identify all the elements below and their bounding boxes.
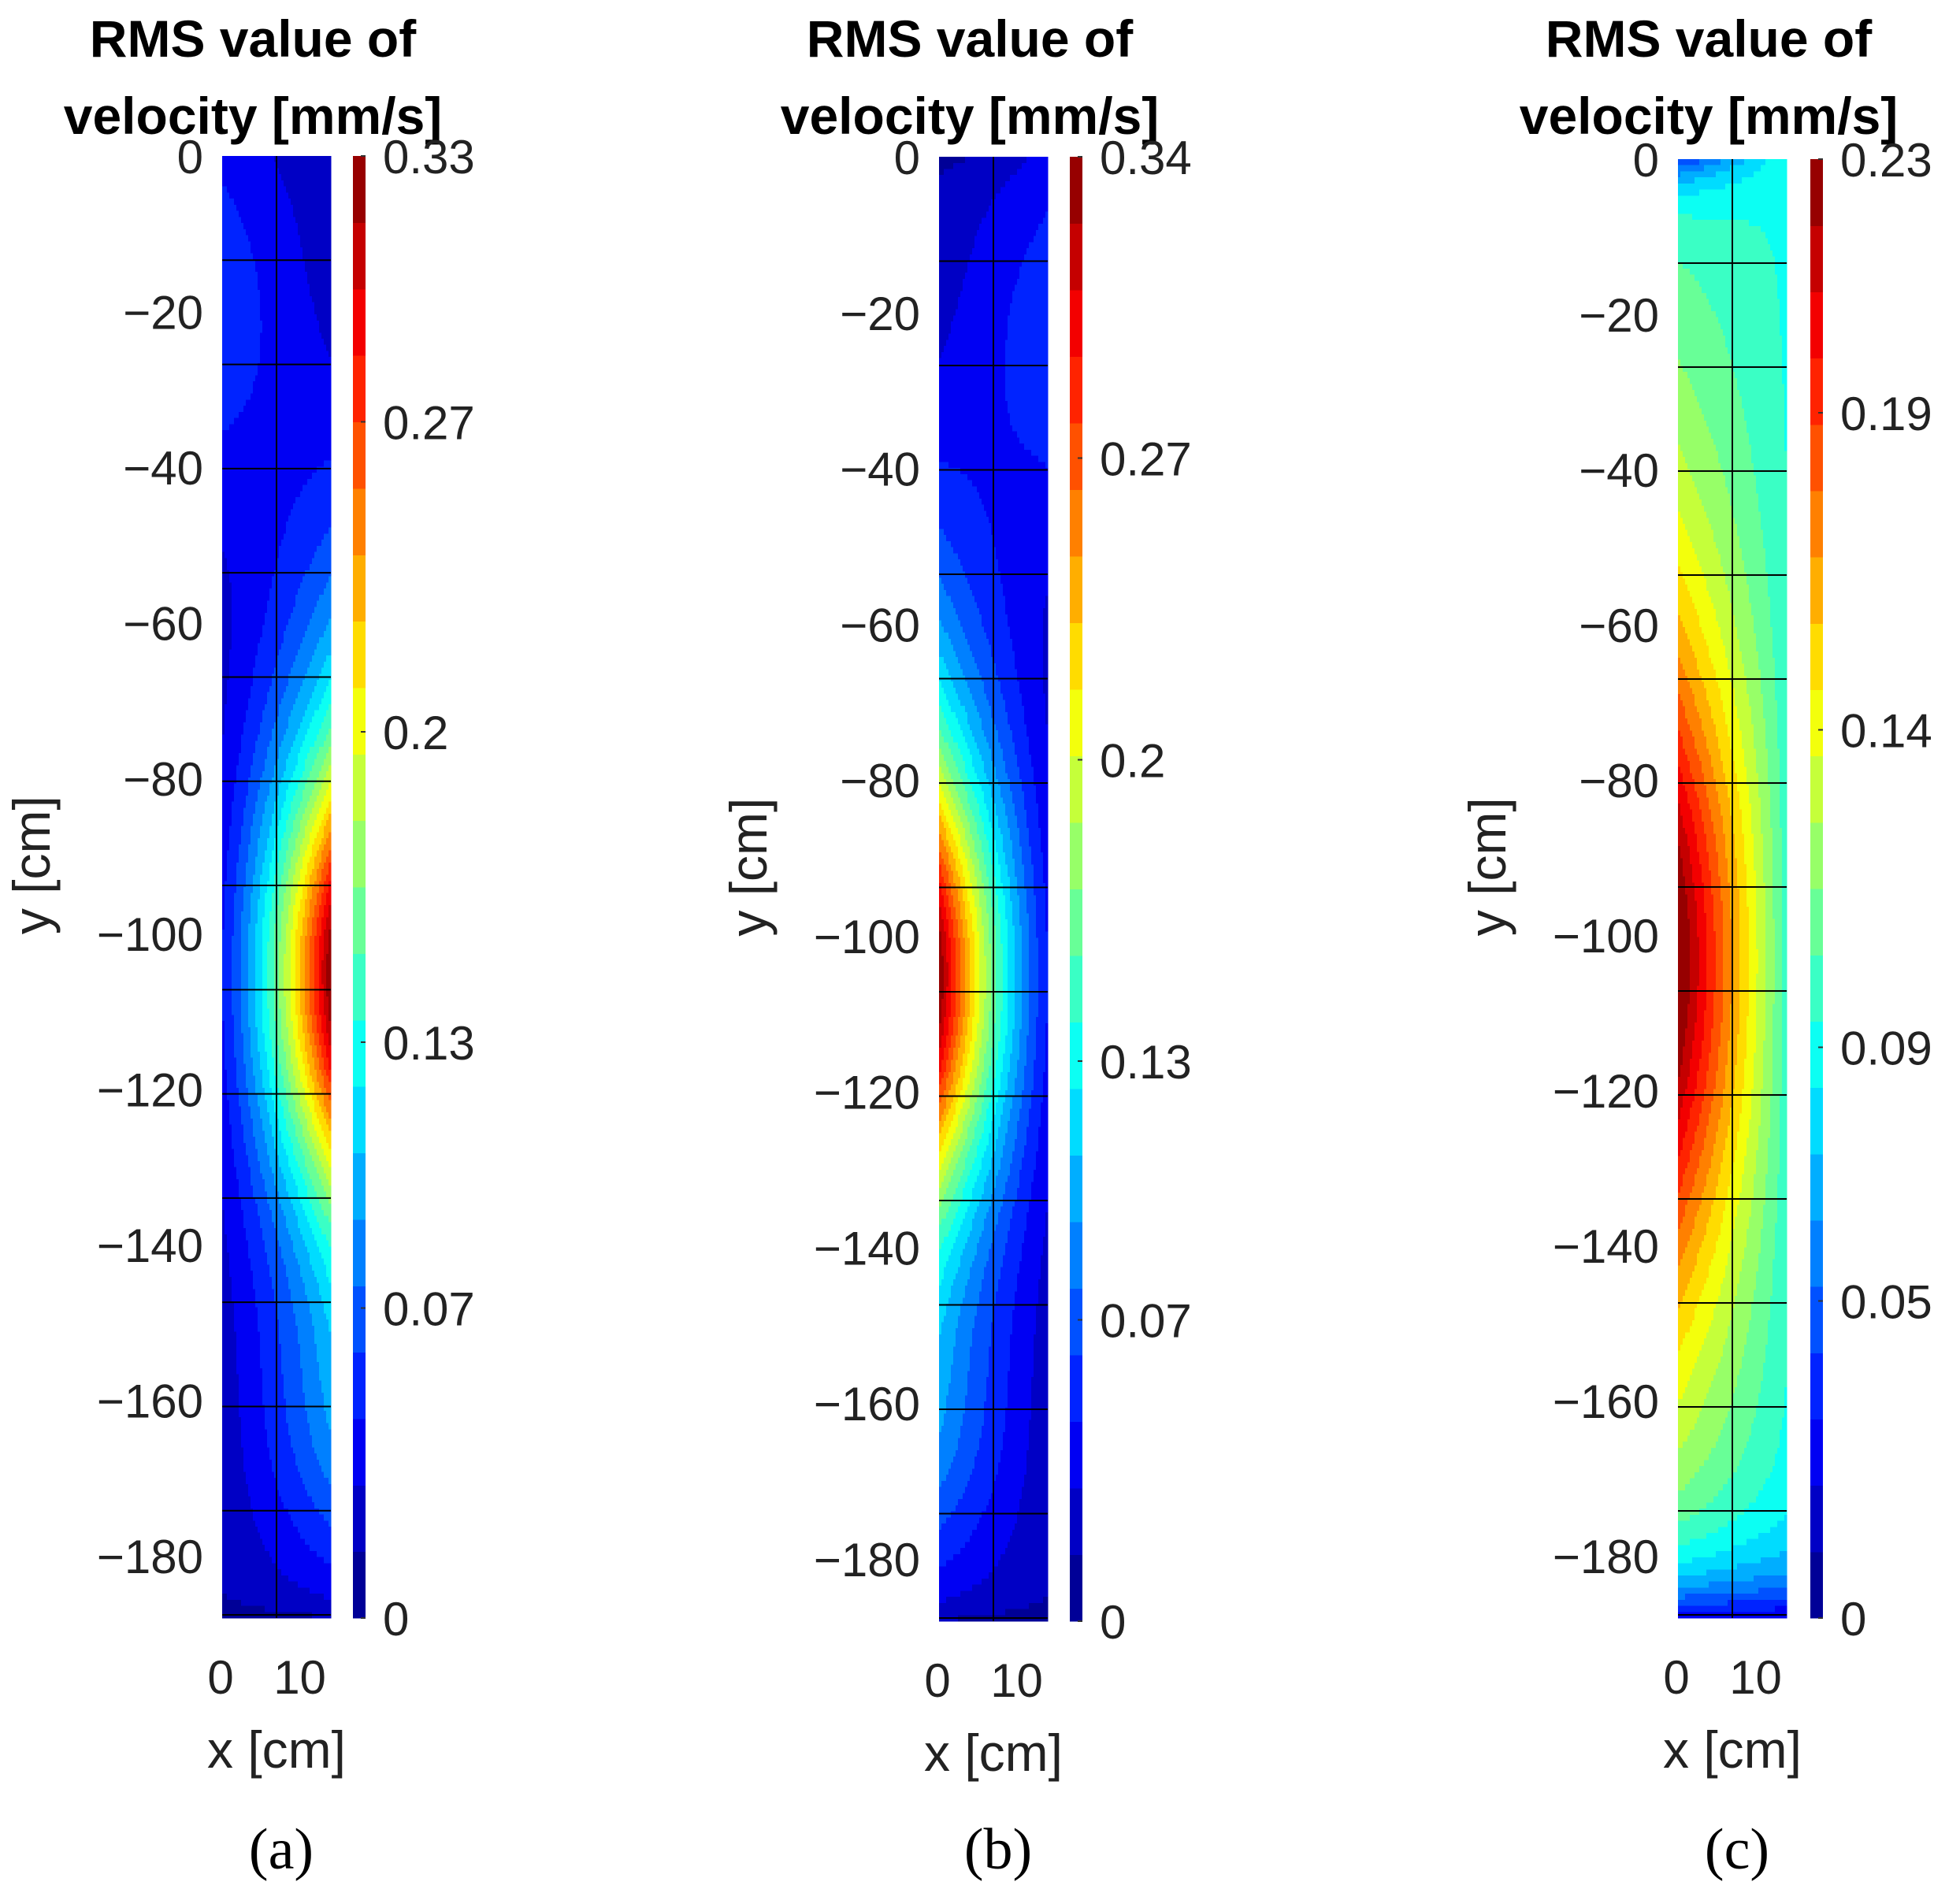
contour-cell [329,247,332,254]
contour-cell [329,302,332,309]
contour-cell [329,211,332,217]
contour-cell [329,187,332,193]
contour-cell [329,241,332,247]
contour-cell [329,217,332,223]
contour-cell [329,192,332,199]
contour-cell [329,236,332,242]
contour-cell [329,272,332,278]
contour-cell [329,162,332,169]
contour-cell [329,308,332,314]
contour-cell [329,327,332,333]
contour-cell [329,284,332,290]
figure: RMS value ofvelocity [mm/s]0−20−40−60−80… [0,0,1960,1889]
contour-cell [329,156,332,162]
contour-cell [329,332,332,339]
contour-cell [329,254,332,260]
contour-cell [329,321,332,327]
contour-cell [329,174,332,180]
contour-cell [329,168,332,174]
contour-cell [329,223,332,229]
contour-cell [329,180,332,187]
chart-title-line1: RMS value of [90,9,417,68]
contour-cell [329,314,332,321]
contour-cell [329,265,332,272]
contour-cell [329,199,332,205]
contour-cell [329,296,332,302]
contour-cell [329,229,332,236]
contour-cell [329,290,332,296]
contour-cell [329,205,332,211]
contour-cell [329,278,332,284]
